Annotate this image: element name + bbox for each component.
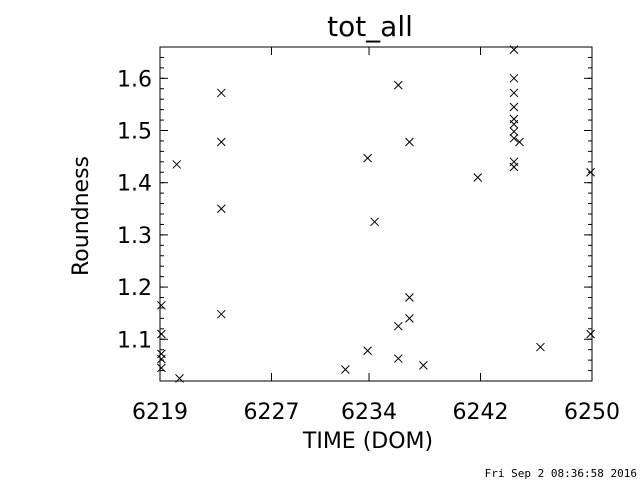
timestamp: Fri Sep 2 08:36:58 2016: [485, 467, 637, 480]
data-point: [393, 354, 403, 363]
data-point: [363, 153, 372, 163]
data-point: [393, 321, 403, 331]
data-point: [216, 309, 226, 319]
y-tick-label: 1.2: [117, 276, 152, 301]
x-axis: 6219 6227 6234 6242 6250: [132, 47, 620, 425]
data-points: [157, 45, 595, 383]
x-tick-label: 6242: [453, 400, 509, 425]
data-point: [216, 88, 226, 98]
data-point: [509, 102, 519, 112]
data-point: [216, 137, 226, 147]
data-point: [473, 173, 483, 182]
data-point: [509, 162, 519, 172]
y-tick-label: 1.4: [117, 172, 152, 197]
data-point: [175, 374, 184, 383]
y-axis: 1.1 1.2 1.3 1.4 1.5 1.6: [117, 56, 592, 382]
data-point: [536, 342, 545, 352]
data-point: [509, 133, 519, 143]
data-point: [172, 160, 182, 169]
data-point: [586, 329, 595, 339]
y-tick-label: 1.1: [117, 328, 152, 353]
y-axis-label: Roundness: [69, 156, 94, 276]
data-point: [419, 360, 428, 370]
data-point: [509, 88, 519, 98]
data-point: [405, 137, 414, 147]
data-point: [363, 346, 372, 356]
data-point: [157, 300, 166, 310]
data-point: [509, 73, 519, 83]
x-tick-label: 6219: [132, 400, 188, 425]
data-point: [393, 80, 403, 90]
data-point: [515, 137, 524, 147]
x-axis-label: TIME (DOM): [302, 429, 433, 454]
data-point: [405, 314, 414, 323]
x-tick-label: 6234: [341, 400, 397, 425]
y-tick-label: 1.6: [117, 67, 152, 92]
data-point: [370, 217, 379, 227]
data-point: [405, 293, 414, 302]
data-point: [586, 167, 595, 177]
y-tick-label: 1.3: [117, 224, 152, 249]
x-tick-label: 6227: [243, 400, 299, 425]
data-point: [509, 119, 519, 129]
y-tick-label: 1.5: [117, 120, 152, 145]
chart-title: tot_all: [327, 10, 413, 43]
data-point: [340, 365, 350, 374]
data-point: [509, 45, 519, 54]
x-tick-label: 6250: [564, 400, 620, 425]
data-point: [157, 329, 166, 339]
data-point: [509, 127, 519, 136]
data-point: [157, 363, 166, 373]
data-point: [157, 349, 166, 359]
data-point: [216, 204, 226, 214]
